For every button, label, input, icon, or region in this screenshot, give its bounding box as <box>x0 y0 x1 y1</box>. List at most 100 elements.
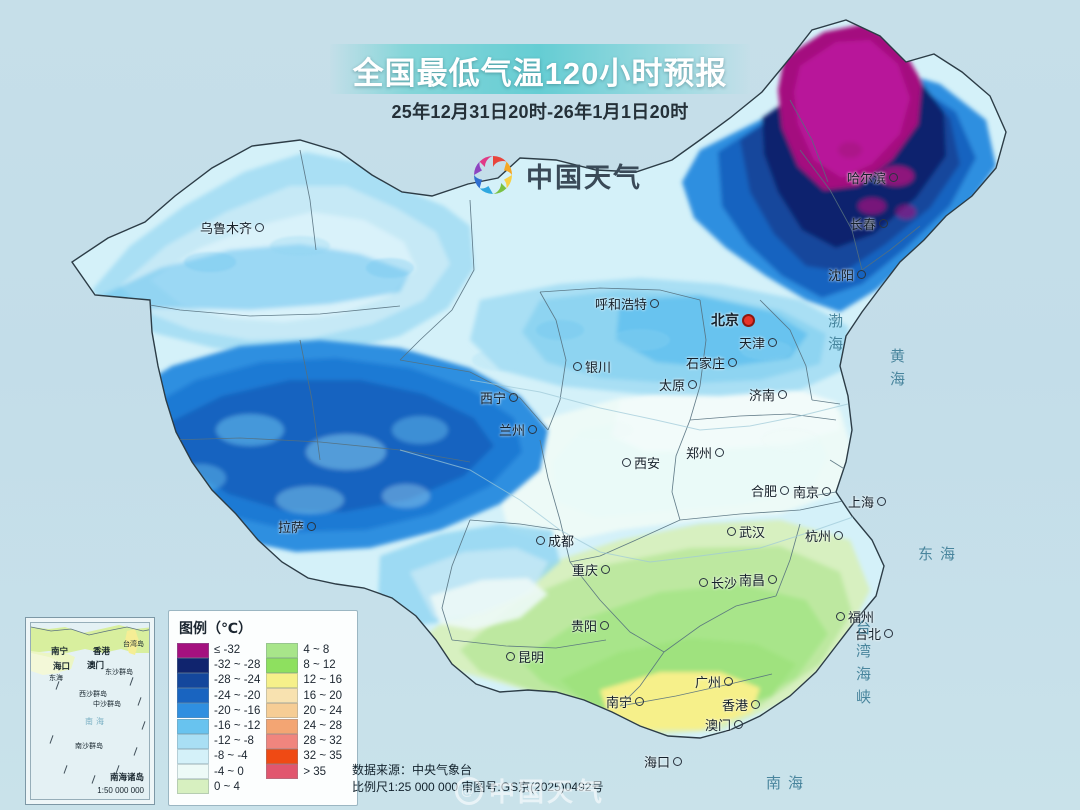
legend-row-left-3[interactable]: -24 ~ -20 <box>177 688 260 704</box>
city-label-13[interactable]: 哈尔滨 <box>847 168 898 187</box>
city-marker-icon <box>778 390 787 399</box>
city-label-6[interactable]: 北京 <box>711 310 755 330</box>
legend-swatch <box>177 748 209 764</box>
brand-label: 中国天气 <box>526 162 642 193</box>
city-marker-icon <box>573 362 582 371</box>
legend-panel[interactable]: 图例（℃） ≤ -32 -32 ~ -28 -28 ~ -24 -24 ~ -20 -2… <box>168 610 358 806</box>
city-name: 西安 <box>634 456 661 471</box>
legend-row-left-9[interactable]: 0 ~ 4 <box>177 779 260 795</box>
legend-row-left-7[interactable]: -8 ~ -4 <box>177 748 260 764</box>
inset-title: 南海诸岛 <box>109 772 144 782</box>
city-marker-icon <box>768 338 777 347</box>
legend-row-left-6[interactable]: -12 ~ -8 <box>177 733 260 749</box>
city-marker-icon <box>688 380 697 389</box>
city-label-3[interactable]: 兰州 <box>499 420 537 439</box>
inset-label-5: 东沙群岛 <box>105 669 133 676</box>
city-label-10[interactable]: 济南 <box>749 385 787 404</box>
legend-row-left-2[interactable]: -28 ~ -24 <box>177 672 260 688</box>
city-name: 台北 <box>854 627 881 642</box>
city-marker-icon <box>724 677 733 686</box>
legend-row-left-1[interactable]: -32 ~ -28 <box>177 657 261 673</box>
city-label-24[interactable]: 南昌 <box>739 570 777 589</box>
city-label-31[interactable]: 澳门 <box>705 715 743 734</box>
city-marker-icon <box>673 757 682 766</box>
legend-row-right-7[interactable]: 32 ~ 35 <box>266 748 342 764</box>
inset-scale: 1:50 000 000 <box>97 786 144 795</box>
city-label-12[interactable]: 长春 <box>850 214 888 233</box>
city-name: 福州 <box>848 610 875 625</box>
city-name: 昆明 <box>518 650 545 665</box>
legend-row-right-0[interactable]: 4 ~ 8 <box>266 642 342 658</box>
city-label-26[interactable]: 福州 <box>836 607 874 626</box>
city-name: 长沙 <box>711 576 738 591</box>
city-marker-icon <box>715 448 724 457</box>
city-marker-icon <box>601 565 610 574</box>
city-label-25[interactable]: 贵阳 <box>571 616 609 635</box>
city-marker-icon <box>884 629 893 638</box>
city-name: 成都 <box>548 534 575 549</box>
city-label-20[interactable]: 杭州 <box>805 526 843 545</box>
title-banner <box>330 44 750 94</box>
legend-row-left-5[interactable]: -16 ~ -12 <box>177 718 260 734</box>
city-label-2[interactable]: 西宁 <box>480 388 518 407</box>
city-label-1[interactable]: 拉萨 <box>278 517 316 536</box>
legend-swatch <box>266 642 299 658</box>
city-label-8[interactable]: 石家庄 <box>686 353 737 372</box>
legend-swatch <box>266 748 299 764</box>
legend-row-right-5[interactable]: 24 ~ 28 <box>266 718 342 734</box>
inset-label-8: 中沙群岛 <box>93 701 121 708</box>
city-label-17[interactable]: 南京 <box>793 482 831 501</box>
city-label-22[interactable]: 重庆 <box>572 560 610 579</box>
city-label-30[interactable]: 香港 <box>722 695 760 714</box>
legend-label: 16 ~ 20 <box>303 689 343 702</box>
legend-row-right-8[interactable]: > 35 <box>266 764 342 780</box>
city-label-16[interactable]: 合肥 <box>751 481 789 500</box>
legend-label: -32 ~ -28 <box>214 659 261 672</box>
city-name: 银川 <box>585 360 612 375</box>
city-label-11[interactable]: 沈阳 <box>828 265 866 284</box>
city-marker-icon <box>536 536 545 545</box>
city-label-0[interactable]: 乌鲁木齐 <box>200 218 264 237</box>
legend-swatch <box>266 688 299 704</box>
city-name: 香港 <box>721 698 748 713</box>
city-name: 合肥 <box>750 484 777 499</box>
city-name: 石家庄 <box>685 356 725 371</box>
city-label-7[interactable]: 天津 <box>739 333 777 352</box>
brand-logo: 中国天气 <box>470 152 642 198</box>
city-label-18[interactable]: 上海 <box>848 492 886 511</box>
city-label-27[interactable]: 台北 <box>855 624 893 643</box>
pinwheel-logo-icon <box>470 152 516 198</box>
city-label-28[interactable]: 昆明 <box>506 647 544 666</box>
legend-label: 4 ~ 8 <box>303 644 330 657</box>
legend-label: 28 ~ 32 <box>303 735 343 748</box>
legend-row-right-1[interactable]: 8 ~ 12 <box>266 657 342 673</box>
city-label-23[interactable]: 长沙 <box>699 573 737 592</box>
city-label-15[interactable]: 郑州 <box>686 443 724 462</box>
city-label-33[interactable]: 海口 <box>644 752 682 771</box>
legend-swatch <box>177 779 209 795</box>
legend-row-left-0[interactable]: ≤ -32 <box>177 642 260 658</box>
city-label-19[interactable]: 武汉 <box>727 522 765 541</box>
legend-row-right-2[interactable]: 12 ~ 16 <box>266 672 342 688</box>
city-name: 西宁 <box>479 391 506 406</box>
city-marker-icon <box>751 700 760 709</box>
legend-row-left-8[interactable]: -4 ~ 0 <box>177 764 260 780</box>
city-marker-icon <box>635 697 644 706</box>
city-marker-icon <box>728 358 737 367</box>
city-label-5[interactable]: 呼和浩特 <box>595 294 659 313</box>
legend-row-right-4[interactable]: 20 ~ 24 <box>266 703 342 719</box>
city-marker-icon <box>506 652 515 661</box>
legend-row-right-6[interactable]: 28 ~ 32 <box>266 733 343 749</box>
city-label-9[interactable]: 太原 <box>659 375 697 394</box>
city-label-4[interactable]: 银川 <box>573 357 611 376</box>
legend-row-right-3[interactable]: 16 ~ 20 <box>266 688 343 704</box>
city-label-32[interactable]: 南宁 <box>606 692 644 711</box>
city-label-21[interactable]: 成都 <box>536 531 574 550</box>
city-marker-icon <box>780 486 789 495</box>
city-label-29[interactable]: 广州 <box>695 672 733 691</box>
city-name: 呼和浩特 <box>594 297 647 312</box>
legend-row-left-4[interactable]: -20 ~ -16 <box>177 703 260 719</box>
south-china-sea-inset[interactable]: 南宁 海口 澳门 香港 台湾岛 东沙群岛 东海 西沙群岛 中沙群岛 南沙群岛 南海 南海诸岛 1:5… <box>25 617 155 805</box>
city-label-14[interactable]: 西安 <box>622 453 660 472</box>
